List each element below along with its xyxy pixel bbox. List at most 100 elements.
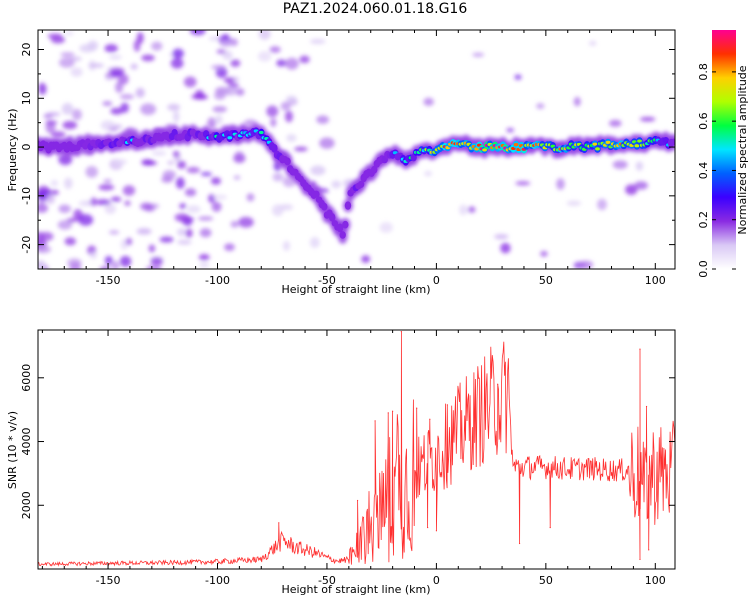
colorbar-strip [712,30,736,269]
chart-title: PAZ1.2024.060.01.18.G16 [282,1,468,17]
colorbar-tick-label: 0.0 [697,260,710,278]
snr-spike-point [416,407,418,409]
spectrogram-noise-blob [120,102,129,113]
spectrogram-noise-blob [216,49,226,54]
spectrogram-noise-blob [506,128,514,133]
spectrogram-noise-blob [104,203,117,215]
spectrogram-noise-blob [151,41,163,51]
spectrogram-noise-blob [282,176,296,188]
spectrogram-x-tick-label: -100 [205,274,230,287]
spectrogram-noise-blob [223,77,235,84]
snr-x-tick-label: 0 [433,574,440,587]
snr-line [38,331,675,567]
spectrogram-noise-blob [540,250,548,257]
spectrogram-noise-blob [316,115,330,124]
spectrogram-noise-blob [151,151,167,156]
spectrogram-ridge-peak [227,136,233,140]
spectrogram-noise-blob [424,170,432,177]
spectrogram-frame [37,29,676,270]
spectrogram-noise-blob [170,57,184,69]
spectrogram-noise-blob [115,81,124,93]
spectrogram-y-tick-label: 10 [20,91,33,105]
spectrogram-noise-blob [45,111,61,117]
spectrogram-noise-blob [45,193,55,205]
spectrogram-ridge-peak [605,140,611,144]
snr-spike-point [446,404,448,406]
spectrogram-noise-blob [472,52,485,57]
spectrogram-noise-blob [285,57,299,70]
spectrogram-ridge-peak [637,139,642,143]
spectrogram-noise-blob [173,110,180,123]
spectrogram-noise-blob [230,59,241,67]
spectrogram-noise-blob [98,184,115,191]
spectrogram-noise-blob [184,188,197,197]
snr-x-tick-label: -100 [205,574,230,587]
spectrogram-noise-blob [38,203,49,213]
spectrogram-ridge-peak [595,147,600,151]
spectrogram-ridge-core [38,127,675,239]
spectrogram-noise-blob [423,97,434,106]
snr-frame [37,329,676,570]
spectrogram-noise-blob [233,175,241,180]
spectrogram-noise-blob [78,200,94,207]
spectrogram-ridge-peak [482,148,487,152]
spectrogram-noise-blob [578,260,594,269]
spectrogram-noise-blob [130,63,138,70]
spectrogram-noise-blob [467,206,476,213]
spectrogram-noise-blob [280,101,291,111]
spectrogram-noise-blob [270,117,277,127]
spectrogram-ridge-peak [592,142,598,146]
spectrogram-noise-blob [284,110,294,123]
spectrogram-noise-blob [38,260,46,269]
spectrogram-noise-blob [89,251,98,260]
spectrogram-noise-blob [135,87,145,98]
spectrogram-noise-blob [141,159,154,166]
spectrogram-noise-blob [269,46,281,53]
spectrogram-ridge-blob [336,223,344,233]
snr-y-tick-label: 4000 [20,428,33,456]
spectrogram-noise-blob [635,161,644,171]
spectrogram-noise-blob [299,55,310,64]
spectrogram-noise-blob [111,71,124,77]
spectrogram-ridge-blob [357,180,365,188]
spectrogram-noise-blob [211,64,227,70]
spectrogram-noise-blob [566,200,582,206]
spectrogram-y-axis-label: Frequency (Hz) [6,109,19,192]
spectrogram-noise-blob [150,257,164,266]
colorbar-tick-label: 0.2 [697,211,710,229]
spectrogram-noise [38,30,656,269]
spectrogram-noise-blob [95,199,111,206]
spectrogram-noise-blob [186,166,201,174]
spectrogram-noise-blob [125,237,133,246]
snr-x-tick-label: -50 [318,574,336,587]
spectrogram-y-tick-label: 20 [20,43,33,57]
spectrogram-noise-blob [148,244,156,253]
spectrogram-noise-blob [177,239,192,245]
spectrogram-noise-blob [272,172,284,182]
spectrogram-y-tick-label: -10 [20,187,33,205]
spectrogram-noise-blob [235,88,245,96]
spectrogram-noise-blob [172,48,184,59]
spectrogram-ridge-blob [371,165,378,174]
spectrogram-noise-blob [331,180,342,189]
spectrogram-noise-blob [179,203,187,209]
spectrogram-noise-blob [276,59,287,67]
spectrogram-noise-blob [63,177,73,190]
spectrogram-noise-blob [64,31,74,36]
spectrogram-noise-blob [199,261,210,269]
snr-x-axis-label: Height of straight line (km) [281,583,430,596]
spectrogram-noise-blob [176,160,187,169]
spectrogram-noise-blob [50,131,66,138]
spectrogram-noise-blob [172,150,180,157]
spectrogram-ridge-blob [313,190,320,198]
spectrogram-noise-blob [210,177,222,185]
spectrogram-noise-blob [219,39,234,47]
spectrogram-x-tick-label: 100 [645,274,666,287]
spectrogram-noise-blob [117,73,129,85]
spectrogram-noise-blob [183,76,197,88]
spectrogram-noise-blob [238,216,254,228]
spectrogram-noise-blob [515,181,531,186]
spectrogram-ridge-blob [321,202,328,211]
